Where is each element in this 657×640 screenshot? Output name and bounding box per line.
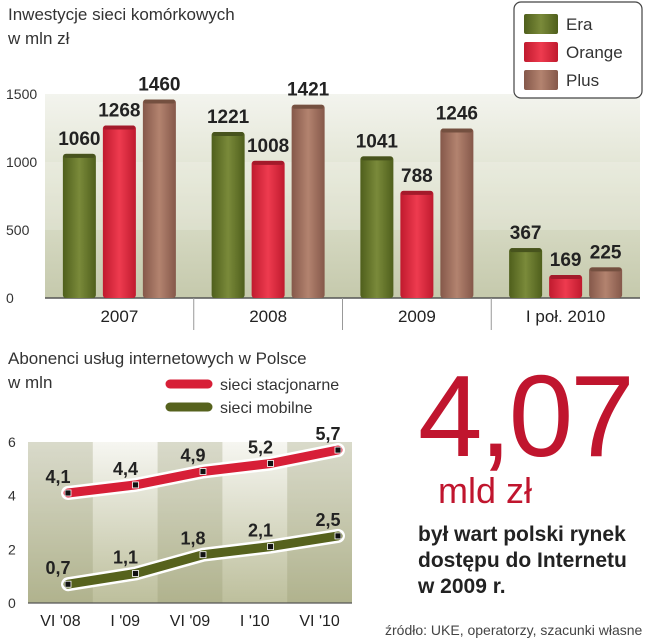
highlight-value: 4,07: [418, 351, 635, 481]
bar-x-tick-label: 2008: [249, 307, 287, 326]
line-marker-icon: [132, 570, 139, 577]
bar-y-tick-label: 500: [6, 222, 30, 238]
bar-legend-label: Era: [566, 15, 593, 34]
line-x-tick-label: VI '08: [40, 613, 81, 630]
bar-orange: [102, 125, 136, 298]
bar-x-tick-label: 2009: [398, 307, 436, 326]
bar-top-edge: [292, 104, 324, 109]
line-y-tick-label: 0: [8, 595, 16, 611]
line-y-tick-label: 2: [8, 541, 16, 557]
line-marker-icon: [199, 468, 207, 475]
bar-value-label: 1008: [247, 136, 289, 157]
line-x-tick-label: VI '10: [299, 613, 340, 630]
bar-value-label: 1060: [58, 129, 100, 150]
line-chart-subtitle: w mln: [7, 373, 52, 392]
bar-top-edge: [401, 190, 433, 195]
bar-top-edge: [212, 131, 244, 136]
line-value-label: 4,9: [180, 446, 205, 466]
line-value-label: 4,1: [45, 467, 70, 487]
highlight-caption: był wart polski rynek dostępu do Interne…: [418, 523, 627, 598]
bar-y-tick-label: 1500: [6, 86, 37, 102]
bar-era: [360, 156, 394, 298]
bar-value-label: 1221: [207, 107, 250, 128]
line-value-label: 5,2: [248, 437, 273, 457]
bar-plus: [291, 104, 325, 298]
bar-value-label: 367: [510, 223, 542, 244]
bar-top-edge: [63, 153, 95, 158]
bar-orange: [549, 275, 583, 298]
bar-value-label: 225: [590, 242, 622, 263]
line-x-tick-label: I '09: [110, 613, 140, 630]
line-y-tick-label: 6: [8, 434, 16, 450]
line-legend-label: sieci stacjonarne: [220, 377, 339, 394]
legend-swatch-icon: [524, 14, 558, 34]
line-marker-icon: [64, 580, 72, 588]
bar-y-tick-label: 0: [6, 290, 14, 306]
line-marker-icon: [199, 551, 207, 559]
bar-plus: [589, 267, 623, 298]
bar-legend-label: Plus: [566, 71, 599, 90]
bar-top-edge: [510, 248, 542, 253]
legend-swatch-icon: [524, 42, 558, 62]
line-value-label: 4,4: [113, 459, 138, 479]
bar-chart: Inwestycje sieci komórkowych w mln zł 0 500…: [6, 1, 643, 330]
bar-value-label: 169: [550, 250, 582, 271]
line-x-tick-label: I '10: [240, 613, 270, 630]
bar-value-label: 1246: [436, 104, 478, 125]
bar-x-tick-label: I poł. 2010: [526, 307, 605, 326]
bar-top-edge: [590, 267, 622, 272]
line-value-label: 0,7: [45, 558, 70, 578]
bar-orange: [400, 190, 434, 298]
line-marker-icon: [334, 532, 342, 540]
line-marker-icon: [267, 460, 274, 467]
line-marker-icon: [334, 446, 342, 454]
line-legend-label: sieci mobilne: [220, 400, 313, 417]
bar-chart-title: Inwestycje sieci komórkowych: [8, 5, 235, 24]
line-plot-column-shade: [287, 442, 352, 603]
bar-top-edge: [361, 156, 393, 161]
line-marker-icon: [64, 489, 72, 497]
bar-top-edge: [441, 128, 473, 133]
bar-value-label: 1460: [138, 74, 180, 95]
line-marker-icon: [267, 543, 274, 551]
bar-legend-label: Orange: [566, 43, 623, 62]
highlight-unit: mld zł: [438, 470, 533, 511]
line-value-label: 2,5: [315, 510, 340, 530]
line-value-label: 1,8: [180, 529, 205, 549]
bar-value-label: 1041: [356, 131, 399, 152]
line-y-tick-label: 4: [8, 488, 16, 504]
bar-value-label: 788: [401, 166, 433, 187]
line-value-label: 2,1: [248, 521, 273, 541]
bar-era: [211, 131, 245, 298]
bar-x-tick-label: 2007: [100, 307, 138, 326]
bar-chart-subtitle: w mln zł: [7, 29, 70, 48]
bar-era: [62, 153, 96, 298]
line-chart: Abonenci usług internetowych w Polsce w m…: [7, 349, 352, 630]
line-value-label: 5,7: [315, 424, 340, 444]
source-note: źródło: UKE, operatorzy, szacunki własne: [385, 622, 643, 638]
line-chart-title: Abonenci usług internetowych w Polsce: [8, 349, 307, 368]
line-value-label: 1,1: [113, 547, 138, 567]
bar-top-edge: [143, 99, 175, 104]
bar-era: [509, 248, 543, 298]
bar-top-edge: [103, 125, 135, 130]
bar-plus: [440, 128, 474, 298]
bar-orange: [251, 160, 285, 298]
line-marker-icon: [132, 481, 139, 489]
line-x-tick-label: VI '09: [170, 613, 211, 630]
bar-value-label: 1421: [287, 80, 330, 101]
bar-top-edge: [550, 275, 582, 280]
bar-value-label: 1268: [98, 101, 140, 122]
bar-plus: [142, 99, 176, 298]
legend-swatch-icon: [524, 70, 558, 90]
bar-y-tick-label: 1000: [6, 154, 37, 170]
bar-top-edge: [252, 160, 284, 165]
